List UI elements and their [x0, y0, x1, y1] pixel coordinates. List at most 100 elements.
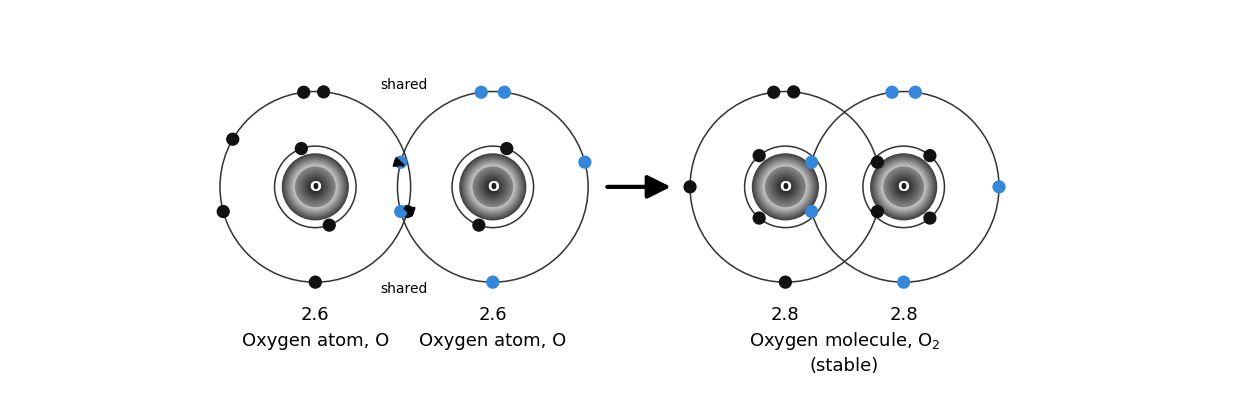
- Circle shape: [296, 167, 335, 206]
- Circle shape: [761, 163, 809, 210]
- Circle shape: [217, 206, 229, 218]
- Circle shape: [314, 186, 315, 188]
- Circle shape: [889, 172, 918, 201]
- Circle shape: [463, 158, 522, 216]
- Circle shape: [887, 170, 920, 203]
- Circle shape: [395, 156, 406, 168]
- Circle shape: [395, 206, 406, 218]
- Circle shape: [312, 183, 319, 191]
- Circle shape: [309, 276, 322, 288]
- Circle shape: [881, 164, 927, 210]
- Circle shape: [486, 180, 499, 194]
- Circle shape: [287, 158, 344, 216]
- Circle shape: [903, 186, 905, 188]
- Circle shape: [775, 177, 795, 197]
- Circle shape: [768, 169, 804, 205]
- Circle shape: [466, 160, 519, 214]
- Circle shape: [283, 155, 347, 218]
- Circle shape: [900, 184, 907, 190]
- Circle shape: [782, 184, 787, 190]
- Circle shape: [289, 161, 342, 212]
- Circle shape: [876, 158, 932, 215]
- Circle shape: [884, 168, 923, 206]
- Circle shape: [469, 164, 515, 210]
- Circle shape: [303, 175, 327, 199]
- Circle shape: [883, 166, 925, 208]
- Circle shape: [754, 155, 817, 218]
- Circle shape: [753, 155, 817, 219]
- Circle shape: [461, 155, 524, 218]
- Circle shape: [294, 166, 337, 208]
- Circle shape: [771, 172, 800, 201]
- Circle shape: [487, 181, 499, 193]
- Circle shape: [488, 182, 497, 192]
- Circle shape: [684, 181, 696, 193]
- Circle shape: [465, 158, 522, 215]
- Circle shape: [483, 178, 502, 196]
- Circle shape: [779, 180, 792, 194]
- Circle shape: [768, 86, 780, 98]
- Circle shape: [293, 165, 337, 208]
- Circle shape: [872, 206, 883, 218]
- Text: 2.8: 2.8: [889, 306, 918, 324]
- Circle shape: [759, 160, 812, 214]
- Circle shape: [484, 179, 501, 195]
- Circle shape: [895, 179, 912, 195]
- Circle shape: [227, 133, 238, 145]
- Circle shape: [753, 154, 818, 220]
- Circle shape: [294, 166, 335, 207]
- Circle shape: [770, 171, 801, 203]
- Circle shape: [288, 160, 343, 214]
- Circle shape: [308, 179, 323, 195]
- Circle shape: [287, 158, 344, 215]
- Circle shape: [877, 160, 930, 213]
- Circle shape: [887, 170, 920, 204]
- Circle shape: [994, 181, 1005, 193]
- Circle shape: [298, 169, 333, 205]
- Circle shape: [884, 167, 923, 206]
- Text: Oxygen molecule, O$_2$: Oxygen molecule, O$_2$: [749, 330, 940, 352]
- Circle shape: [771, 173, 799, 201]
- Circle shape: [310, 182, 320, 192]
- Circle shape: [787, 86, 800, 98]
- Circle shape: [308, 180, 323, 194]
- Circle shape: [891, 174, 917, 200]
- Text: (stable): (stable): [810, 357, 879, 375]
- Circle shape: [759, 160, 812, 213]
- Circle shape: [401, 206, 414, 218]
- Circle shape: [486, 180, 501, 194]
- Circle shape: [777, 179, 794, 195]
- Circle shape: [467, 161, 518, 212]
- Circle shape: [883, 166, 924, 207]
- Circle shape: [893, 176, 915, 198]
- Circle shape: [889, 173, 918, 201]
- Circle shape: [876, 159, 932, 214]
- Circle shape: [894, 177, 914, 197]
- Circle shape: [877, 160, 930, 214]
- Circle shape: [900, 184, 907, 190]
- Circle shape: [481, 174, 505, 199]
- Circle shape: [899, 182, 908, 192]
- Circle shape: [765, 166, 806, 207]
- Circle shape: [924, 212, 935, 224]
- Circle shape: [307, 178, 324, 195]
- Text: O: O: [898, 180, 909, 194]
- Circle shape: [774, 175, 797, 199]
- Circle shape: [302, 174, 328, 200]
- Circle shape: [899, 183, 908, 191]
- Text: Oxygen atom, O: Oxygen atom, O: [242, 332, 389, 350]
- Circle shape: [297, 168, 334, 205]
- Circle shape: [489, 184, 496, 190]
- Circle shape: [765, 167, 805, 206]
- Circle shape: [753, 150, 765, 162]
- Circle shape: [312, 184, 319, 190]
- Circle shape: [755, 157, 816, 217]
- Circle shape: [299, 171, 332, 203]
- Circle shape: [478, 172, 507, 201]
- Circle shape: [498, 86, 510, 98]
- Circle shape: [766, 168, 805, 206]
- Circle shape: [306, 177, 325, 197]
- Text: shared: shared: [380, 282, 427, 296]
- Circle shape: [487, 276, 499, 288]
- Circle shape: [462, 157, 523, 217]
